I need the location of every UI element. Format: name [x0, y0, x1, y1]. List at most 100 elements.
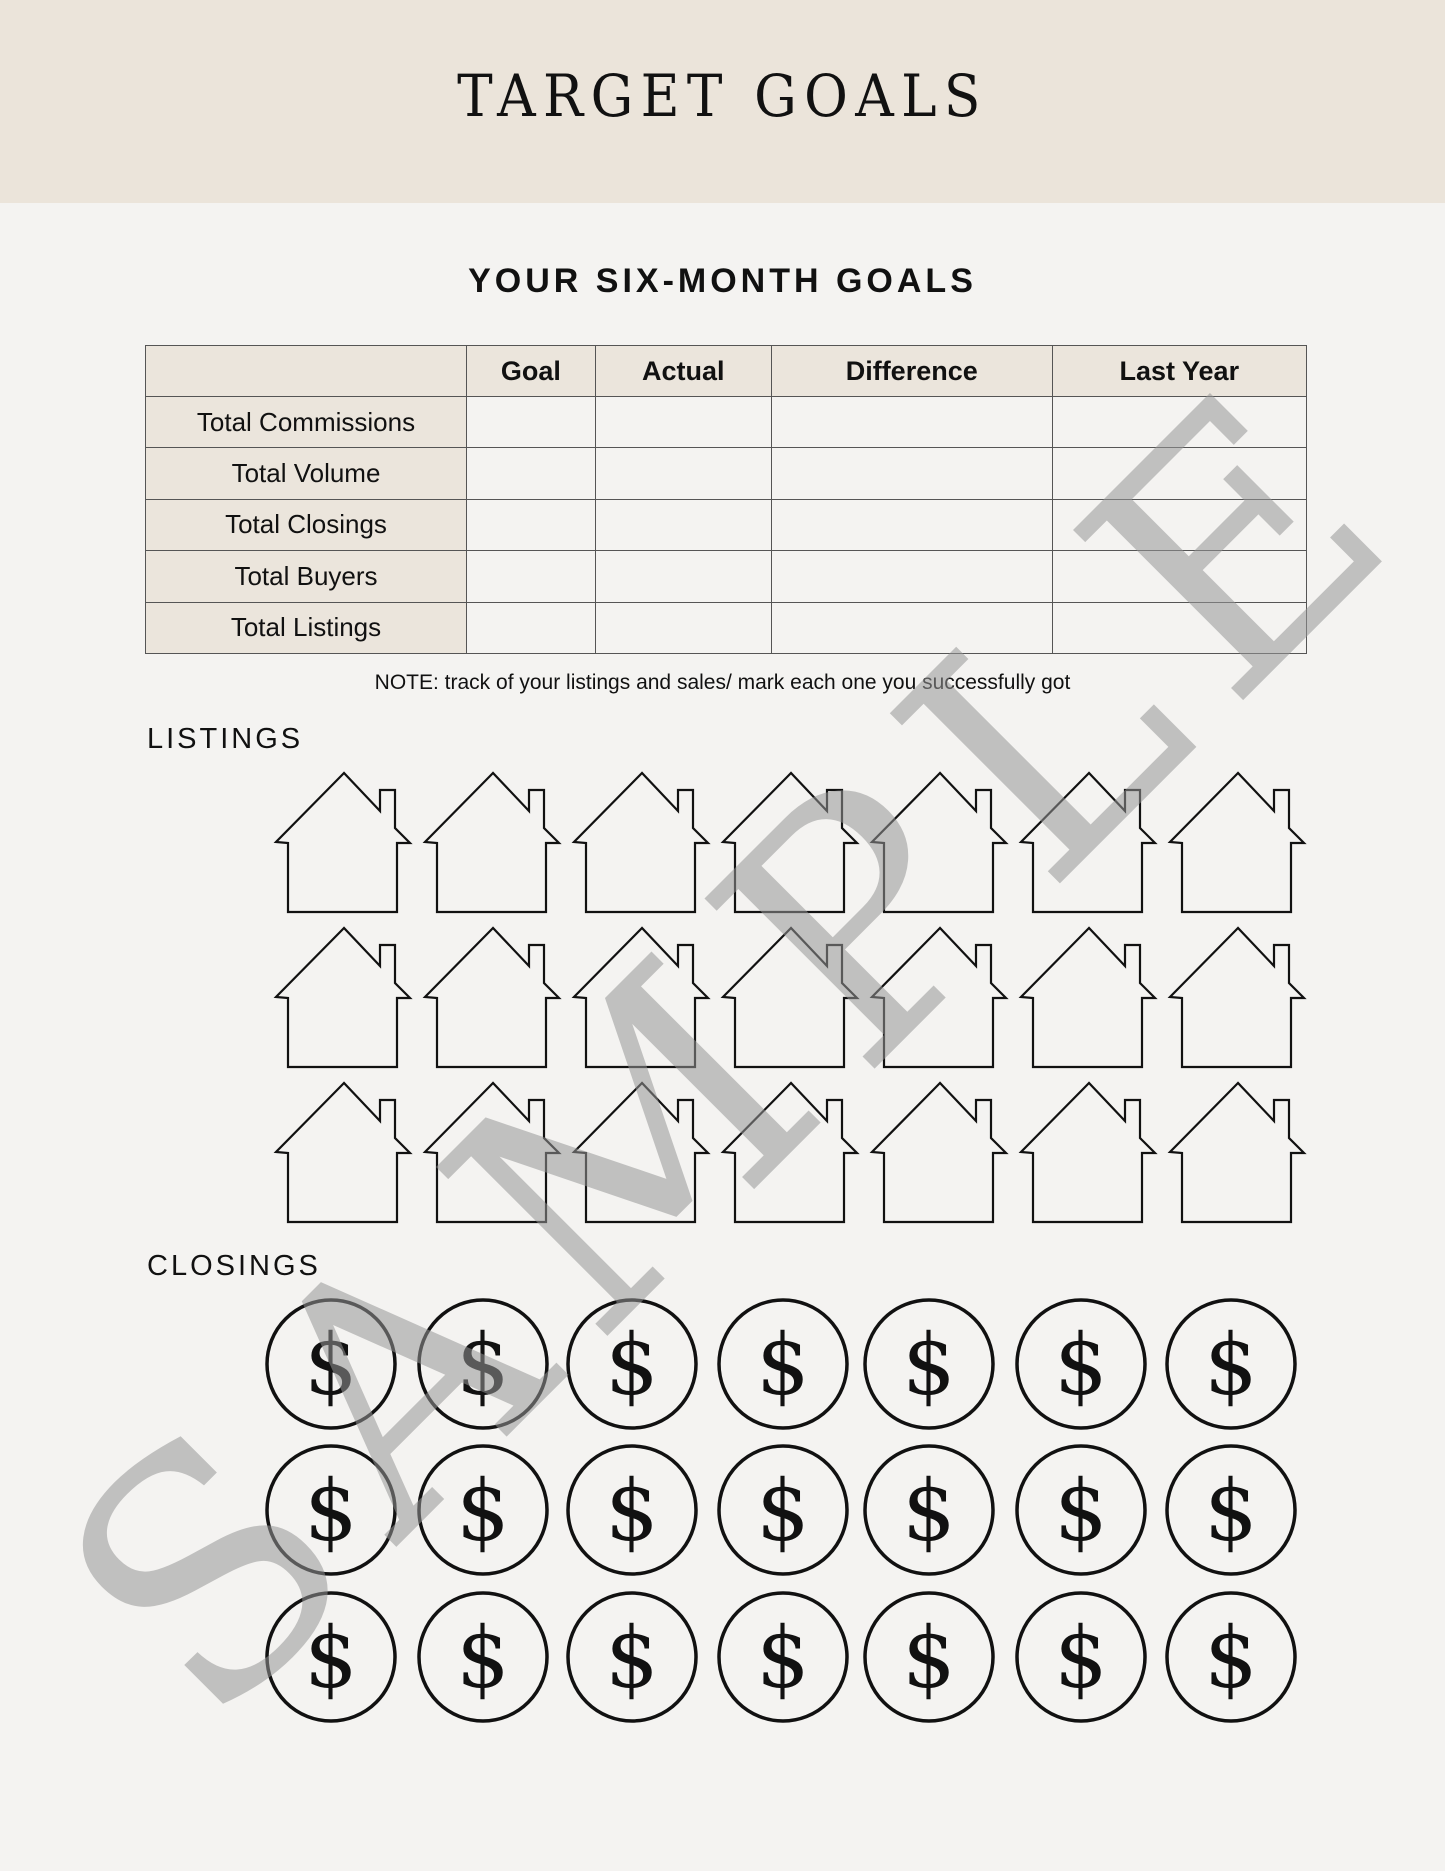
dollar-sign: $ — [605, 1316, 658, 1414]
table-cell[interactable] — [466, 447, 596, 500]
dollar-coin-icon[interactable]: $ — [863, 1444, 995, 1576]
table-cell[interactable] — [1051, 550, 1308, 603]
table-cell[interactable] — [594, 601, 772, 655]
house-outline-icon[interactable] — [1018, 771, 1158, 914]
dollar-sign: $ — [605, 1609, 658, 1707]
table-cell[interactable] — [1051, 395, 1308, 449]
dollar-coin-icon[interactable]: $ — [717, 1591, 849, 1723]
house-outline-icon[interactable] — [1167, 926, 1307, 1069]
dollar-sign: $ — [1054, 1609, 1107, 1707]
house-outline-icon[interactable] — [422, 926, 562, 1069]
dollar-coin-icon[interactable]: $ — [265, 1444, 397, 1576]
dollar-sign: $ — [456, 1462, 509, 1560]
row-label: Total Listings — [145, 601, 467, 655]
dollar-sign: $ — [304, 1609, 357, 1707]
house-outline-icon[interactable] — [720, 1081, 860, 1224]
house-outline-icon[interactable] — [1167, 1081, 1307, 1224]
table-cell[interactable] — [770, 601, 1053, 655]
dollar-sign: $ — [605, 1462, 658, 1560]
dollar-coin-icon[interactable]: $ — [1015, 1298, 1147, 1430]
dollar-coin-icon[interactable]: $ — [717, 1298, 849, 1430]
dollar-coin-icon[interactable]: $ — [566, 1444, 698, 1576]
row-label: Total Volume — [145, 447, 467, 500]
table-row: Total Buyers — [145, 550, 1308, 603]
page-title: TARGET GOALS — [457, 62, 988, 130]
table-row: Total Closings — [145, 498, 1308, 552]
house-outline-icon[interactable] — [869, 926, 1009, 1069]
dollar-coin-icon[interactable]: $ — [1165, 1591, 1297, 1723]
table-cell[interactable] — [466, 498, 596, 552]
table-cell[interactable] — [1051, 601, 1308, 655]
note-text: NOTE: track of your listings and sales/ … — [374, 671, 1071, 694]
house-outline-icon[interactable] — [869, 1081, 1009, 1224]
house-outline-icon[interactable] — [273, 771, 413, 914]
section-subtitle: YOUR SIX-MONTH GOALS — [468, 262, 977, 300]
row-label: Total Commissions — [145, 395, 467, 449]
dollar-sign: $ — [902, 1316, 955, 1414]
house-outline-icon[interactable] — [720, 771, 860, 914]
house-outline-icon[interactable] — [571, 1081, 711, 1224]
dollar-coin-icon[interactable]: $ — [566, 1591, 698, 1723]
dollar-coin-icon[interactable]: $ — [1165, 1444, 1297, 1576]
dollar-sign: $ — [902, 1462, 955, 1560]
column-header-last-year: Last Year — [1051, 345, 1308, 397]
listings-heading: LISTINGS — [147, 723, 304, 755]
goals-table: Goal Actual Difference Last Year Total C… — [145, 345, 1308, 655]
table-cell[interactable] — [1051, 447, 1308, 500]
dollar-coin-icon[interactable]: $ — [417, 1444, 549, 1576]
column-header-goal: Goal — [466, 345, 596, 397]
dollar-coin-icon[interactable]: $ — [265, 1591, 397, 1723]
table-cell[interactable] — [466, 601, 596, 655]
dollar-coin-icon[interactable]: $ — [417, 1298, 549, 1430]
house-outline-icon[interactable] — [571, 771, 711, 914]
table-cell[interactable] — [594, 447, 772, 500]
dollar-sign: $ — [304, 1462, 357, 1560]
dollar-sign: $ — [456, 1609, 509, 1707]
house-outline-icon[interactable] — [720, 926, 860, 1069]
dollar-coin-icon[interactable]: $ — [566, 1298, 698, 1430]
table-cell[interactable] — [594, 550, 772, 603]
house-outline-icon[interactable] — [1018, 1081, 1158, 1224]
table-cell[interactable] — [770, 395, 1053, 449]
house-outline-icon[interactable] — [1018, 926, 1158, 1069]
house-outline-icon[interactable] — [422, 1081, 562, 1224]
table-cell[interactable] — [770, 550, 1053, 603]
table-header-row: Goal Actual Difference Last Year — [145, 345, 1308, 397]
dollar-coin-icon[interactable]: $ — [1165, 1298, 1297, 1430]
table-row: Total Volume — [145, 447, 1308, 500]
dollar-coin-icon[interactable]: $ — [1015, 1591, 1147, 1723]
dollar-sign: $ — [1204, 1462, 1257, 1560]
house-outline-icon[interactable] — [1167, 771, 1307, 914]
dollar-coin-icon[interactable]: $ — [863, 1591, 995, 1723]
dollar-coin-icon[interactable]: $ — [417, 1591, 549, 1723]
table-cell[interactable] — [770, 447, 1053, 500]
dollar-sign: $ — [756, 1609, 809, 1707]
dollar-sign: $ — [1204, 1316, 1257, 1414]
table-row: Total Listings — [145, 601, 1308, 655]
house-outline-icon[interactable] — [571, 926, 711, 1069]
house-outline-icon[interactable] — [273, 926, 413, 1069]
dollar-sign: $ — [902, 1609, 955, 1707]
dollar-coin-icon[interactable]: $ — [863, 1298, 995, 1430]
table-cell[interactable] — [1051, 498, 1308, 552]
row-label: Total Buyers — [145, 550, 467, 603]
house-outline-icon[interactable] — [422, 771, 562, 914]
dollar-sign: $ — [456, 1316, 509, 1414]
table-cell[interactable] — [594, 498, 772, 552]
dollar-coin-icon[interactable]: $ — [265, 1298, 397, 1430]
dollar-sign: $ — [1054, 1316, 1107, 1414]
closings-heading: CLOSINGS — [147, 1250, 321, 1282]
table-cell[interactable] — [770, 498, 1053, 552]
house-outline-icon[interactable] — [273, 1081, 413, 1224]
dollar-coin-icon[interactable]: $ — [717, 1444, 849, 1576]
table-cell[interactable] — [594, 395, 772, 449]
dollar-coin-icon[interactable]: $ — [1015, 1444, 1147, 1576]
header-band — [0, 0, 1445, 203]
table-cell[interactable] — [466, 395, 596, 449]
dollar-sign: $ — [756, 1316, 809, 1414]
dollar-sign: $ — [756, 1462, 809, 1560]
house-outline-icon[interactable] — [869, 771, 1009, 914]
column-header-blank — [145, 345, 467, 397]
dollar-sign: $ — [1054, 1462, 1107, 1560]
